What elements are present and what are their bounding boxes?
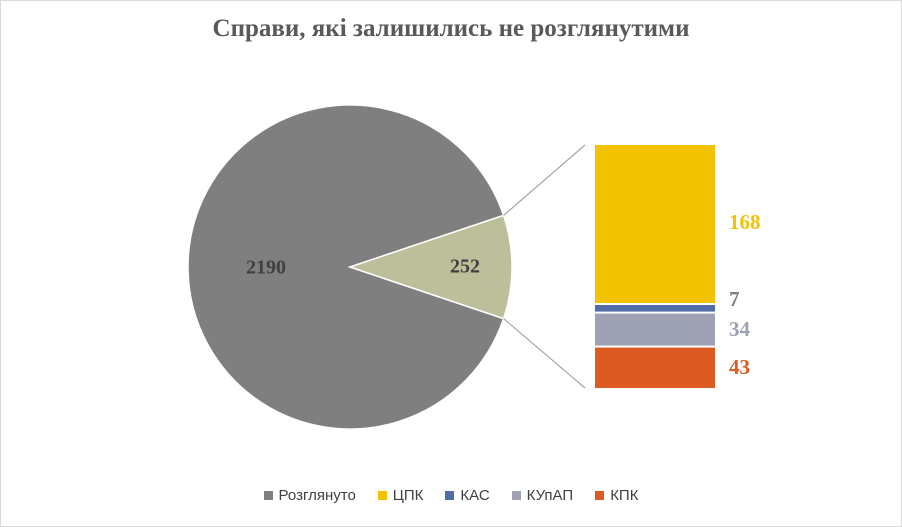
bar-segment-4 [595, 347, 715, 388]
connector-line-top [503, 144, 586, 216]
bar-segment-3 [595, 313, 715, 346]
chart-title: Справи, які залишились не розглянутими [212, 15, 690, 42]
legend-item: КПК [595, 487, 638, 504]
legend-label: КАС [460, 487, 490, 504]
legend-swatch [445, 491, 455, 500]
legend-swatch [595, 491, 605, 500]
pie-label-main: 2190 [246, 257, 286, 279]
legend-swatch [263, 491, 273, 500]
bar-value-label-1: 168 [729, 210, 761, 234]
legend-label: Розглянуто [278, 487, 356, 504]
bar-segment-1 [595, 145, 715, 303]
bar-segment-2 [595, 305, 715, 312]
pie-slice-main [187, 104, 505, 430]
pie-label-secondary: 252 [450, 256, 480, 278]
legend-label: ЦПК [392, 487, 424, 504]
bar-value-label-2: 7 [729, 287, 740, 311]
legend-item: Розглянуто [263, 487, 356, 504]
legend-label: КУпАП [526, 487, 574, 504]
chart-legend: Розглянуто ЦПК КАС КУпАП КПК [1, 487, 901, 504]
legend-swatch [511, 491, 521, 500]
connector-line-bottom [503, 318, 586, 389]
bar-value-label-3: 34 [729, 317, 751, 341]
bar-value-label-4: 43 [729, 355, 750, 379]
legend-item: КУпАП [511, 487, 574, 504]
chart-plot-area: 2190 252 168 7 34 43 [187, 104, 761, 430]
legend-item: ЦПК [377, 487, 424, 504]
legend-item: КАС [445, 487, 490, 504]
pie-slice-secondary [347, 214, 513, 320]
legend-swatch [377, 491, 387, 500]
legend-label: КПК [610, 487, 639, 504]
